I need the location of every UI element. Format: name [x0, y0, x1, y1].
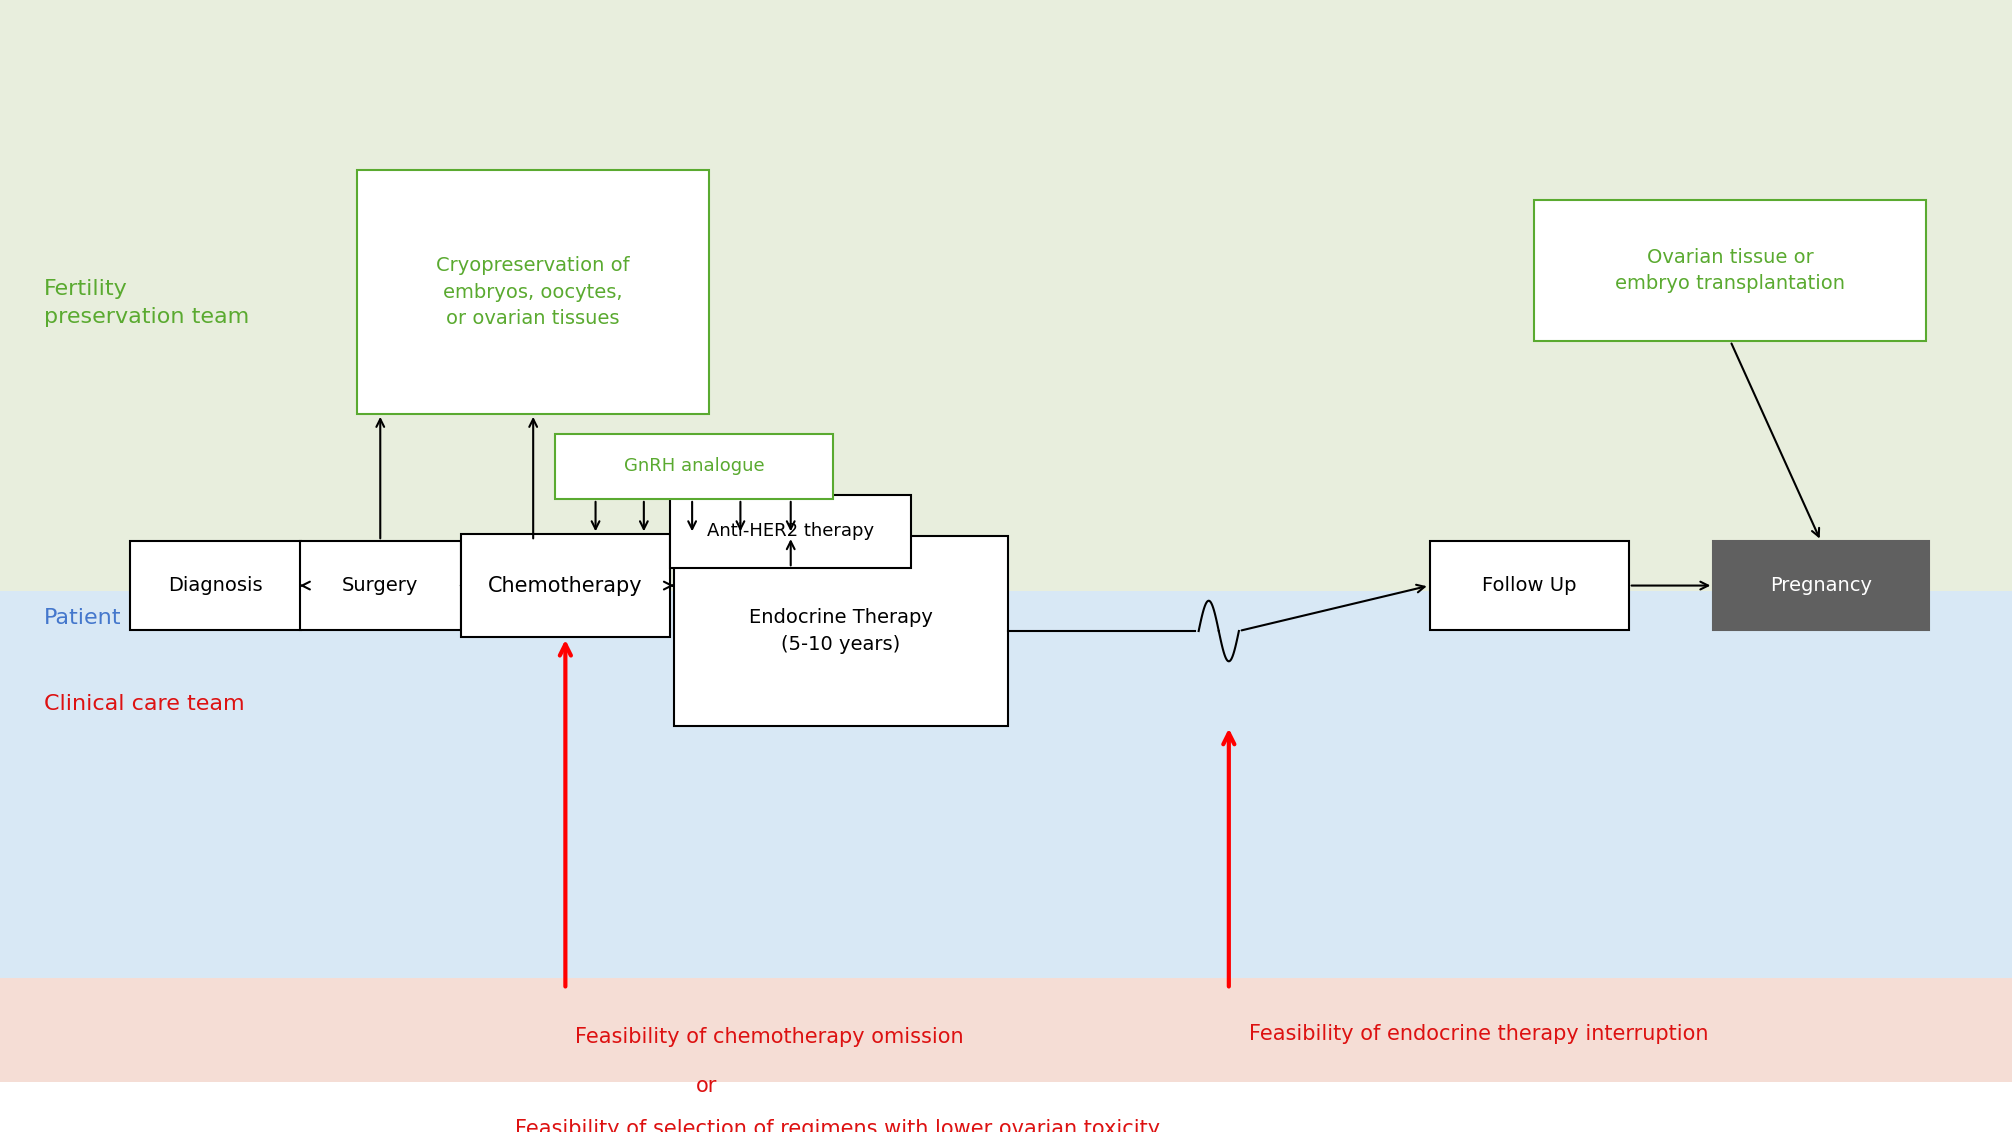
Bar — [674, 537, 1008, 726]
Text: Cryopreservation of
embryos, oocytes,
or ovarian tissues: Cryopreservation of embryos, oocytes, or… — [437, 256, 630, 328]
Text: Clinical care team: Clinical care team — [44, 694, 245, 713]
Bar — [0, 591, 2012, 978]
Text: Fertility
preservation team: Fertility preservation team — [44, 280, 249, 327]
Bar — [461, 534, 670, 637]
Bar — [0, 0, 2012, 591]
Text: or: or — [696, 1075, 718, 1096]
Bar — [0, 978, 2012, 1082]
Text: Endocrine Therapy
(5-10 years): Endocrine Therapy (5-10 years) — [748, 608, 934, 654]
Bar — [1712, 541, 1927, 629]
Bar — [358, 171, 708, 414]
Text: Pregnancy: Pregnancy — [1771, 576, 1871, 595]
Text: Follow Up: Follow Up — [1483, 576, 1575, 595]
Bar — [670, 495, 911, 568]
Text: GnRH analogue: GnRH analogue — [624, 457, 765, 475]
Text: Anti-HER2 therapy: Anti-HER2 therapy — [706, 523, 875, 540]
Text: Feasibility of chemotherapy omission: Feasibility of chemotherapy omission — [575, 1027, 964, 1047]
Text: Patient: Patient — [44, 608, 123, 628]
Text: Diagnosis: Diagnosis — [167, 576, 264, 595]
Text: Ovarian tissue or
embryo transplantation: Ovarian tissue or embryo transplantation — [1616, 248, 1845, 293]
Text: Feasibility of selection of regimens with lower ovarian toxicity: Feasibility of selection of regimens wit… — [515, 1120, 1161, 1132]
Bar — [1533, 200, 1925, 341]
Bar — [129, 541, 302, 629]
Bar — [1429, 541, 1628, 629]
Bar — [555, 434, 833, 499]
Bar — [300, 541, 461, 629]
Text: Feasibility of endocrine therapy interruption: Feasibility of endocrine therapy interru… — [1249, 1024, 1708, 1044]
Text: Chemotherapy: Chemotherapy — [489, 575, 642, 595]
Text: Surgery: Surgery — [342, 576, 418, 595]
